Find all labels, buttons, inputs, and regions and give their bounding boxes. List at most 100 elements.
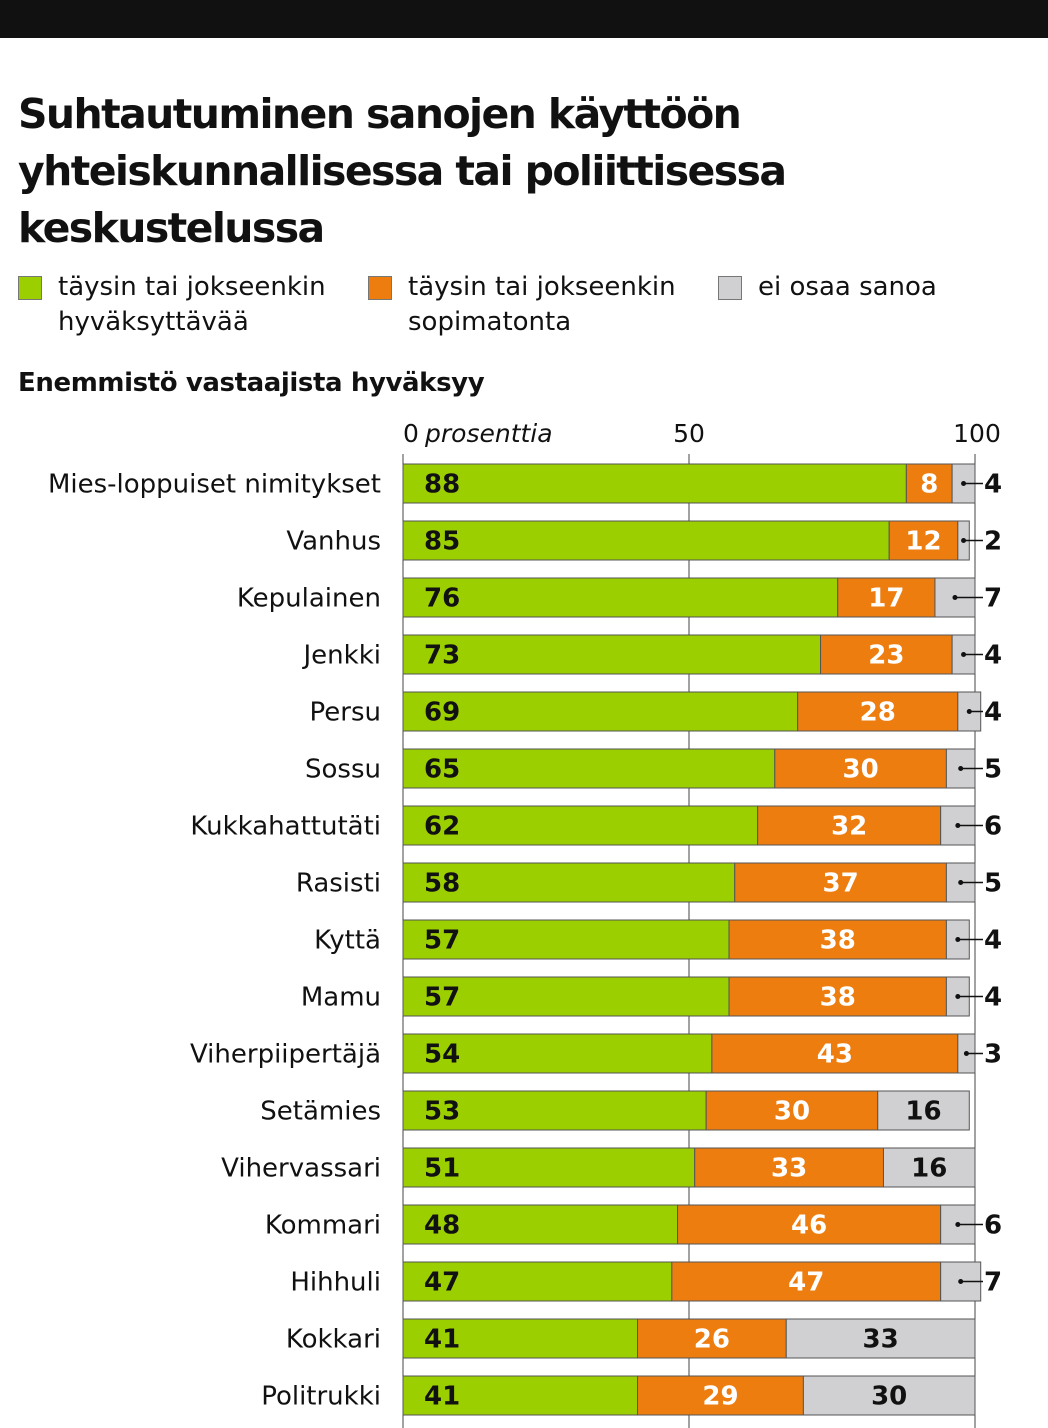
bar-reject — [820, 634, 953, 675]
data-label-reject: 37 — [822, 869, 858, 899]
data-label-reject: 33 — [771, 1154, 807, 1184]
bar-reject — [797, 691, 959, 732]
category-label: Jenkki — [302, 641, 381, 671]
data-label-reject: 47 — [788, 1268, 824, 1298]
label-leader-dot — [963, 1051, 969, 1056]
data-label-unknown: 33 — [863, 1325, 899, 1355]
data-label-reject: 26 — [694, 1325, 730, 1355]
label-leader-dot — [955, 823, 961, 828]
bar-accept — [402, 1147, 696, 1188]
data-label-accept: 69 — [424, 698, 460, 728]
chart-title: Suhtautuminen sanojen käyttöön yhteiskun… — [18, 90, 787, 252]
category-label: Mamu — [301, 983, 381, 1013]
category-label: Kyttä — [314, 926, 381, 956]
bar-reject — [905, 463, 953, 504]
data-label-unknown: 2 — [984, 527, 1002, 557]
data-label-accept: 51 — [424, 1154, 460, 1184]
data-label-unknown: 3 — [984, 1040, 1002, 1070]
bar-reject — [711, 1033, 959, 1074]
data-label-reject: 38 — [820, 983, 856, 1013]
bar-accept — [402, 748, 776, 789]
data-label-reject: 17 — [868, 584, 904, 614]
legend-item-reject: täysin tai jokseenkin sopimatonta — [408, 270, 676, 340]
label-leader-dot — [955, 1222, 961, 1227]
data-label-reject: 30 — [774, 1097, 810, 1127]
bar-accept — [402, 1261, 673, 1302]
data-label-accept: 62 — [424, 812, 460, 842]
label-leader-dot — [952, 595, 958, 600]
bar-accept — [402, 463, 907, 504]
category-label: Setämies — [260, 1097, 381, 1127]
category-label: Rasisti — [296, 869, 381, 899]
bar-accept — [402, 862, 736, 903]
category-label: Vanhus — [286, 527, 381, 557]
bar-reject — [888, 520, 959, 561]
data-label-unknown: 4 — [984, 470, 1002, 500]
data-label-unknown: 16 — [905, 1097, 941, 1127]
label-leader-dot — [958, 880, 964, 885]
data-label-unknown: 4 — [984, 983, 1002, 1013]
data-label-reject: 32 — [831, 812, 867, 842]
bar-accept — [402, 1204, 679, 1245]
data-label-unknown: 7 — [984, 584, 1002, 614]
data-label-accept: 73 — [424, 641, 460, 671]
legend-swatch-unknown — [718, 276, 742, 300]
legend-label-line: täysin tai jokseenkin — [408, 272, 676, 302]
legend-label-line: ei osaa sanoa — [758, 272, 937, 302]
bar-reject — [694, 1147, 884, 1188]
label-leader-dot — [961, 538, 967, 543]
category-label: Kepulainen — [237, 584, 381, 614]
data-label-reject: 30 — [843, 755, 879, 785]
data-label-unknown: 4 — [984, 926, 1002, 956]
data-label-reject: 38 — [820, 926, 856, 956]
bar-reject — [728, 919, 947, 960]
label-leader-dot — [961, 481, 967, 486]
bar-accept — [402, 919, 730, 960]
bar-accept — [402, 1033, 713, 1074]
data-label-accept: 58 — [424, 869, 460, 899]
bar-unknown — [877, 1090, 970, 1131]
axis-unit-label: prosenttia — [424, 419, 553, 448]
category-label: Kommari — [265, 1211, 381, 1241]
category-label: Viherpiipertäjä — [190, 1040, 381, 1070]
data-label-accept: 76 — [424, 584, 460, 614]
data-label-accept: 85 — [424, 527, 460, 557]
data-label-reject: 23 — [868, 641, 904, 671]
bar-accept — [402, 577, 839, 618]
bar-unknown — [785, 1318, 976, 1359]
bar-reject — [734, 862, 947, 903]
label-leader-dot — [958, 766, 964, 771]
category-label: Kokkari — [286, 1325, 381, 1355]
category-label: Sossu — [305, 755, 381, 785]
bar-unknown — [882, 1147, 976, 1188]
label-leader-dot — [955, 937, 961, 942]
legend-item-accept: täysin tai jokseenkin hyväksyttävää — [58, 270, 326, 340]
data-label-accept: 47 — [424, 1268, 460, 1298]
data-label-unknown: 4 — [984, 641, 1002, 671]
category-label: Kukkahattutäti — [190, 812, 381, 842]
bar-reject — [757, 805, 942, 846]
category-label: Politrukki — [261, 1382, 381, 1412]
stacked-bar-chart: 0 50 100 prosenttia Mies-loppuiset nimitykse… — [48, 419, 1002, 1428]
data-label-accept: 53 — [424, 1097, 460, 1127]
category-label: Vihervassari — [221, 1154, 381, 1184]
data-label-accept: 57 — [424, 926, 460, 956]
legend-swatch-accept — [18, 276, 42, 300]
top-bar — [0, 0, 1048, 38]
data-label-unknown: 30 — [871, 1382, 907, 1412]
label-leader-dot — [966, 709, 972, 714]
data-label-unknown: 6 — [984, 812, 1002, 842]
bar-reject — [671, 1261, 942, 1302]
data-label-reject: 43 — [817, 1040, 853, 1070]
legend-label-line: hyväksyttävää — [58, 307, 249, 337]
category-label: Persu — [310, 698, 381, 728]
data-label-reject: 8 — [920, 470, 938, 500]
data-label-accept: 65 — [424, 755, 460, 785]
data-label-reject: 46 — [791, 1211, 827, 1241]
data-label-unknown: 4 — [984, 698, 1002, 728]
label-leader-dot — [961, 652, 967, 657]
x-tick-label: 50 — [673, 419, 705, 448]
data-label-reject: 12 — [905, 527, 941, 557]
data-label-unknown: 7 — [984, 1268, 1002, 1298]
category-label: Mies-loppuiset nimitykset — [48, 470, 381, 500]
